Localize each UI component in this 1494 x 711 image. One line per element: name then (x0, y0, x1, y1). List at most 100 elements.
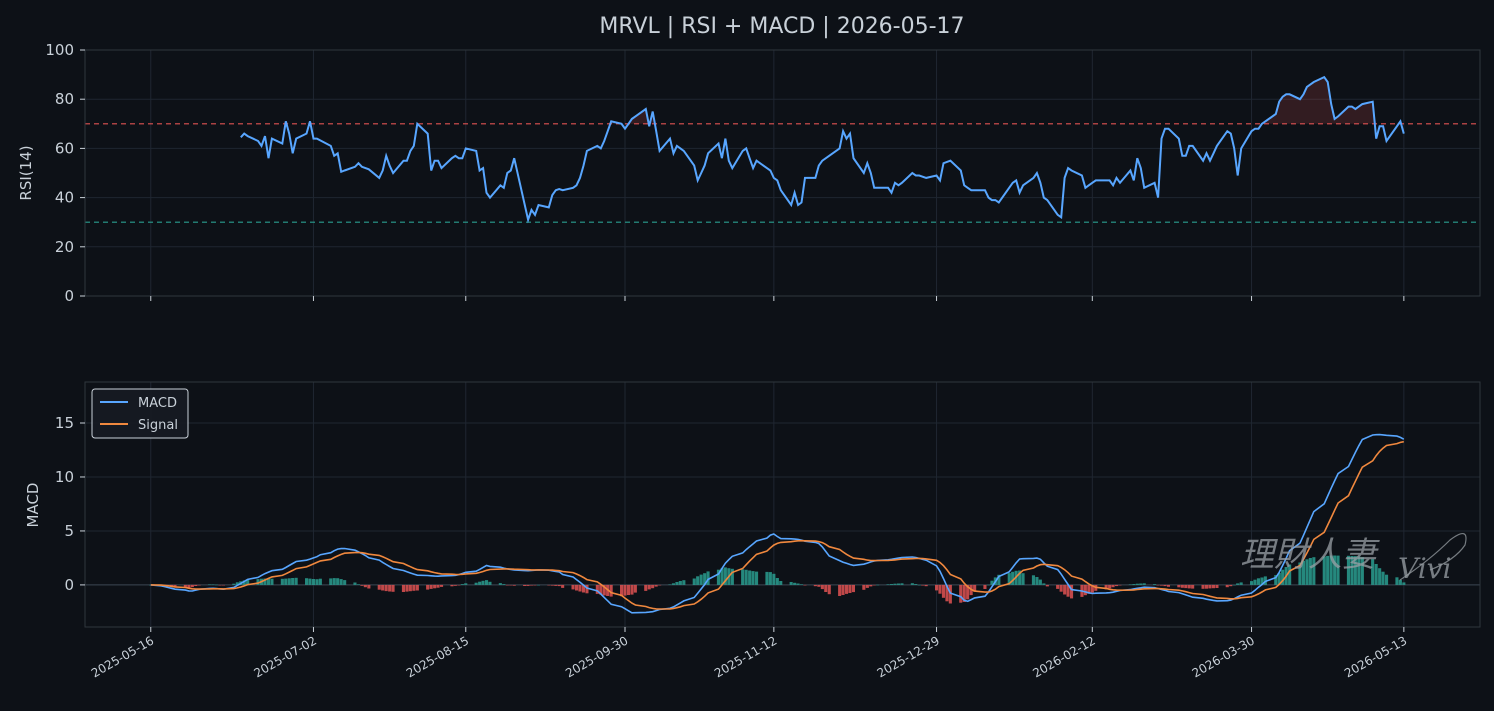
macd-histogram-bar (827, 584, 831, 595)
macd-histogram-bar (716, 569, 720, 585)
macd-histogram-bar (1205, 584, 1209, 589)
macd-histogram-bar (1066, 584, 1070, 597)
macd-histogram-bar (654, 584, 658, 587)
macd-histogram-bar (896, 583, 900, 585)
macd-histogram-bar (571, 584, 575, 590)
watermark: 理財人妻 Vivi (1240, 533, 1467, 585)
macd-histogram-bar (554, 584, 558, 586)
macd-histogram-bar (599, 584, 603, 595)
rsi-y-axis-title: RSI(14) (17, 145, 35, 200)
macd-histogram-bar (336, 578, 340, 585)
macd-histogram-bar (876, 584, 880, 586)
macd-histogram-bar (232, 583, 236, 585)
macd-histogram-bar (800, 584, 804, 585)
macd-histogram-bar (658, 584, 662, 586)
macd-histogram-bar (609, 584, 613, 597)
macd-histogram-bar (1232, 584, 1236, 586)
macd-histogram-bar (723, 567, 727, 585)
macd-histogram-bar (959, 584, 963, 603)
macd-y-axis-title: MACD (24, 483, 42, 528)
macd-histogram-bar (505, 584, 509, 586)
macd-histogram-bar (1225, 584, 1229, 588)
legend-signal-label: Signal (138, 418, 178, 433)
macd-histogram-bar (311, 579, 315, 585)
macd-histogram-bar (1038, 579, 1042, 585)
macd-histogram-bar (1070, 584, 1074, 599)
macd-histogram-bar (367, 584, 371, 589)
macd-histogram-bar (1312, 557, 1316, 585)
macd-histogram-bar (284, 578, 288, 585)
macd-histogram-bar (530, 584, 534, 586)
macd-histogram-bar (848, 584, 852, 593)
macd-histogram-bar (620, 584, 624, 597)
macd-histogram-bar (332, 578, 336, 585)
macd-histogram-bar (917, 584, 921, 586)
macd-histogram-bar (1402, 582, 1406, 585)
macd-histogram-bar (914, 584, 918, 585)
macd-histogram-bar (1156, 584, 1160, 586)
macd-histogram-bar (1360, 557, 1364, 585)
macd-histogram-bar (1035, 577, 1039, 585)
macd-histogram-bar (1104, 584, 1108, 590)
macd-histogram-bar (1301, 560, 1305, 585)
rsi-line (240, 75, 1405, 224)
macd-histogram-bar (356, 584, 360, 585)
macd-histogram-bar (678, 581, 682, 585)
macd-histogram-bar (388, 584, 392, 592)
macd-histogram-bar (353, 582, 357, 585)
macd-histogram-bar (755, 571, 759, 585)
macd-histogram-bar (1378, 568, 1382, 585)
macd-histogram-bar (1357, 556, 1361, 585)
macd-histogram-bar (962, 584, 966, 602)
macd-histogram-bar (1132, 584, 1136, 585)
macd-y-axis: 0 5 10 15 (55, 414, 85, 594)
macd-histogram-bar (817, 584, 821, 587)
macd-histogram-bar (851, 584, 855, 593)
macd-histogram-bar (703, 573, 707, 585)
macd-histogram-bar (377, 584, 381, 590)
macd-histogram-bar (1256, 578, 1260, 585)
macd-histogram-bar (1087, 584, 1091, 594)
macd-histogram-bar (865, 584, 869, 588)
macd-histogram-bar (173, 584, 177, 588)
macd-histogram-bar (291, 578, 295, 585)
macd-histogram-bar (481, 580, 485, 585)
macd-histogram-bar (997, 574, 1001, 585)
macd-histogram-bar (550, 584, 554, 586)
macd-histogram-bar (242, 580, 246, 585)
macd-histogram-bar (575, 584, 579, 591)
chart-title: MRVL | RSI + MACD | 2026-05-17 (599, 14, 964, 39)
macd-histogram-bar (720, 568, 724, 585)
macd-histogram-bar (941, 584, 945, 598)
macd-histogram-bar (644, 584, 648, 591)
macd-histogram-bar (945, 584, 949, 602)
legend: MACD Signal (91, 388, 189, 439)
macd-histogram-bar (886, 584, 890, 585)
macd-histogram-bar (585, 584, 589, 594)
macd-histogram-bar (1395, 577, 1399, 585)
macd-histogram-bar (924, 584, 928, 587)
macd-histogram-bar (668, 584, 672, 585)
macd-histogram-bar (318, 578, 322, 585)
macd-histogram-bar (741, 569, 745, 585)
macd-histogram-bar (440, 584, 444, 587)
macd-histogram-bar (453, 584, 457, 586)
macd-histogram-bar (502, 584, 506, 585)
macd-histogram-bar (869, 584, 873, 587)
macd-histogram-bar (460, 584, 464, 585)
rsi-y-tick-label: 60 (55, 139, 74, 157)
macd-histogram-bar (1187, 584, 1191, 589)
macd-histogram-bar (744, 569, 748, 585)
macd-histogram-bar (595, 584, 599, 594)
macd-histogram-bar (221, 584, 225, 586)
macd-histogram-bar (1166, 584, 1170, 587)
macd-histogram-bar (512, 584, 516, 586)
macd-histogram-bar (1229, 584, 1233, 587)
macd-histogram-bar (457, 584, 461, 586)
macd-histogram-bar (1253, 579, 1257, 585)
macd-histogram-bar (536, 584, 540, 586)
macd-histogram-bar (1350, 556, 1354, 585)
macd-histogram-bar (1160, 584, 1164, 586)
